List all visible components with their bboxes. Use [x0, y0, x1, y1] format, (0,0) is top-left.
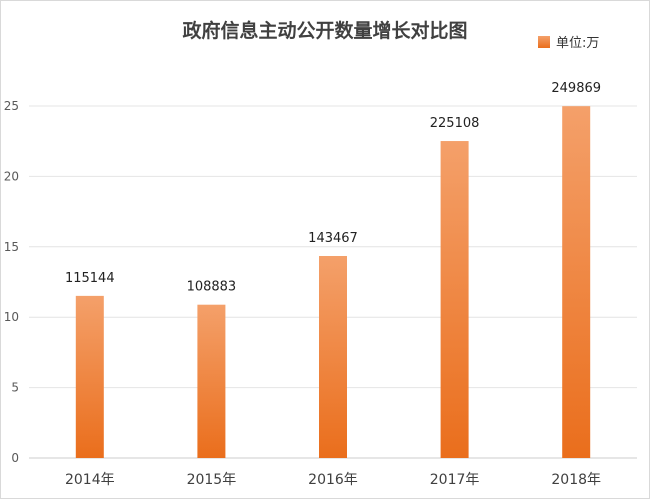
y-tick-label: 20 — [4, 169, 19, 183]
data-label: 143467 — [308, 231, 358, 246]
bar — [562, 106, 591, 458]
x-tick-label: 2018年 — [551, 472, 601, 488]
legend-label: 单位:万 — [556, 36, 599, 51]
chart-title: 政府信息主动公开数量增长对比图 — [182, 19, 467, 42]
data-labels: 115144 108883 143467 225108 249869 — [65, 81, 601, 295]
data-label: 225108 — [430, 116, 480, 131]
data-label: 249869 — [551, 81, 601, 96]
bar — [75, 295, 104, 458]
x-tick-label: 2015年 — [187, 472, 237, 488]
y-tick-label: 0 — [11, 451, 19, 465]
bar — [319, 255, 347, 458]
x-tick-label: 2016年 — [308, 472, 358, 488]
data-label: 115144 — [65, 271, 115, 286]
y-tick-label: 25 — [4, 99, 19, 113]
x-tick-label: 2017年 — [430, 472, 480, 488]
data-label: 108883 — [187, 280, 237, 295]
y-tick-label: 10 — [4, 310, 19, 324]
y-tick-label: 15 — [4, 240, 19, 254]
legend-swatch — [538, 36, 550, 48]
y-axis: 0 5 10 15 20 25 — [4, 99, 19, 465]
y-tick-label: 5 — [11, 381, 19, 395]
bar — [440, 141, 469, 458]
bars — [75, 106, 591, 458]
x-tick-label: 2014年 — [65, 472, 115, 488]
x-axis: 2014年 2015年 2016年 2017年 2018年 — [65, 472, 601, 488]
bar — [197, 304, 226, 458]
